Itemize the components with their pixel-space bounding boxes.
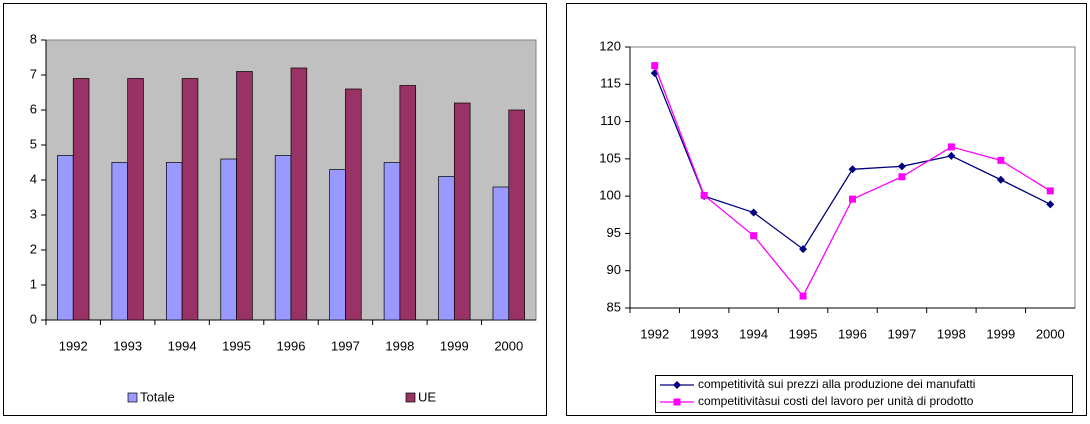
marker [799,245,808,254]
y-tick-label: 120 [599,38,621,53]
x-tick-label: 2000 [494,338,523,353]
marker [700,191,708,199]
x-tick-label: 1996 [277,338,306,353]
legend-label: competitivitàsui costi del lavoro per un… [698,394,974,408]
y-tick-label: 90 [607,262,621,277]
marker [1046,187,1054,195]
bar [399,85,417,321]
y-tick-label: 0 [30,311,37,326]
y-tick-label: 105 [599,150,621,165]
y-tick-label: 1 [30,276,37,291]
x-tick-label: 2000 [1036,326,1065,341]
marker [799,292,807,300]
legend-marker [673,398,681,406]
marker [651,62,659,70]
bar [383,162,401,321]
marker [750,232,758,240]
y-tick-label: 8 [30,31,37,46]
legend-swatch [127,392,138,403]
y-tick-label: 85 [607,299,621,314]
marker [947,143,955,151]
bar [57,155,74,321]
marker [898,173,906,181]
x-tick-label: 1996 [838,326,867,341]
bar [220,158,237,321]
bar [508,109,525,321]
bar [236,71,253,321]
y-tick-label: 5 [30,136,37,151]
x-tick-label: 1992 [59,338,88,353]
x-tick-label: 1995 [789,326,818,341]
y-tick-label: 110 [600,113,621,128]
bar [274,155,292,321]
bar [345,88,362,321]
x-tick-label: 1994 [168,338,197,353]
bar [127,78,144,321]
bar [438,176,455,321]
bar [329,169,346,321]
y-tick-label: 115 [600,76,621,91]
marker [848,165,857,174]
y-tick-label: 3 [30,206,37,221]
bar [492,186,510,321]
y-tick-label: 7 [30,66,37,81]
x-tick-label: 1998 [385,338,414,353]
y-tick-label: 100 [599,188,621,203]
x-tick-label: 1999 [986,326,1015,341]
bar [181,78,199,321]
marker [996,175,1005,184]
bar [290,67,308,321]
x-tick-label: 1999 [440,338,469,353]
x-tick-label: 1997 [887,326,916,341]
bar [453,102,471,321]
x-tick-label: 1992 [640,326,669,341]
legend-label: UE [418,389,436,404]
x-tick-label: 1994 [739,326,768,341]
bar [72,78,90,321]
x-tick-label: 1993 [690,326,719,341]
bar [111,162,129,321]
marker [1046,200,1055,209]
legend-label: Totale [140,389,175,404]
marker [997,156,1005,164]
x-tick-label: 1997 [331,338,360,353]
legend-box [655,375,1073,413]
legend-label: competitività sui prezzi alla produzione… [698,377,975,391]
legend-swatch [405,392,416,403]
bar [165,162,183,321]
marker [849,195,856,203]
x-tick-label: 1998 [937,326,966,341]
y-tick-label: 6 [30,101,37,116]
y-tick-label: 95 [607,225,621,240]
marker [749,208,758,217]
y-tick-label: 4 [30,171,37,186]
marker [947,151,956,160]
marker [897,162,906,171]
y-tick-label: 2 [30,241,37,256]
x-tick-label: 1995 [222,338,251,353]
legend-marker [673,381,681,389]
x-tick-label: 1993 [113,338,142,353]
